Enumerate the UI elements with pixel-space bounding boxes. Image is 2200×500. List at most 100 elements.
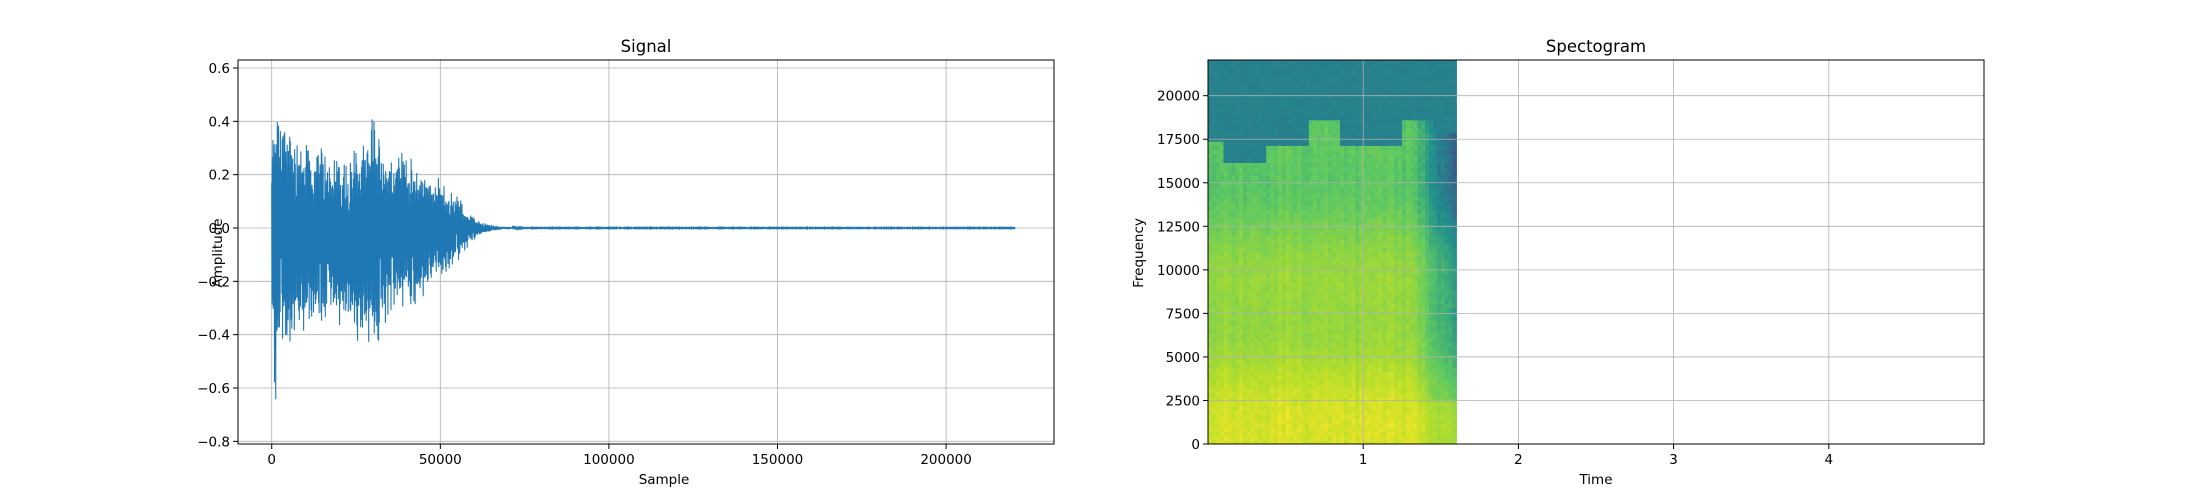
spectrogram-cell: [1215, 418, 1221, 424]
spectrogram-cell: [1211, 124, 1217, 129]
spectrogram-cell: [1336, 439, 1341, 444]
spectrogram-cell: [1332, 217, 1337, 223]
spectrogram-cell: [1289, 388, 1294, 394]
spectrogram-cell: [1246, 281, 1252, 287]
spectrogram-cell: [1351, 179, 1357, 185]
spectrogram-cell: [1417, 435, 1422, 441]
spectrogram-cell: [1289, 166, 1294, 172]
spectrogram-cell: [1227, 64, 1232, 70]
spectrogram-cell: [1254, 260, 1260, 266]
spectrogram-cell: [1320, 298, 1325, 304]
spectrogram-cell: [1235, 409, 1240, 415]
spectrogram-cell: [1343, 350, 1349, 355]
spectrogram-cell: [1262, 247, 1267, 253]
spectrogram-cell: [1208, 320, 1213, 326]
spectrogram-cell: [1332, 431, 1337, 437]
spectrogram-cell: [1378, 435, 1384, 441]
spectrogram-cell: [1378, 392, 1384, 398]
spectrogram-cell: [1405, 290, 1411, 296]
spectrogram-cell: [1374, 341, 1380, 347]
spectrogram-cell: [1386, 397, 1391, 402]
spectrogram-cell: [1320, 111, 1325, 117]
spectrogram-cell: [1367, 149, 1372, 155]
spectrogram-cell: [1273, 141, 1279, 146]
spectrogram-cell: [1382, 328, 1388, 334]
spectrogram-cell: [1336, 119, 1341, 125]
spectrogram-cell: [1227, 311, 1232, 317]
spectrogram-cell: [1281, 217, 1287, 223]
spectrogram-cell: [1378, 175, 1384, 181]
spectrogram-cell: [1390, 320, 1395, 326]
spectrogram-cell: [1308, 435, 1314, 441]
spectrogram-cell: [1242, 234, 1248, 240]
spectrogram-cell: [1308, 153, 1314, 159]
spectrogram-cell: [1277, 290, 1283, 296]
spectrogram-cell: [1273, 192, 1279, 198]
spectrogram-cell: [1355, 175, 1360, 181]
spectrogram-cell: [1223, 170, 1228, 176]
spectrogram-cell: [1285, 128, 1291, 134]
spectrogram-cell: [1367, 414, 1372, 419]
spectrogram-cell: [1363, 341, 1368, 347]
spectrogram-cell: [1316, 183, 1322, 189]
spectrogram-cell: [1262, 431, 1267, 437]
spectrogram-cell: [1405, 341, 1411, 347]
spectrogram-cell: [1266, 234, 1271, 240]
spectrogram-cell: [1254, 298, 1260, 304]
spectrogram-cell: [1320, 286, 1325, 291]
spectrogram-cell: [1355, 375, 1360, 381]
spectrogram-cell: [1289, 209, 1294, 215]
spectrogram-cell: [1208, 439, 1213, 444]
spectrogram-cell: [1324, 341, 1329, 347]
spectrogram-cell: [1363, 303, 1368, 309]
spectrogram-cell: [1363, 362, 1368, 368]
spectrogram-cell: [1328, 281, 1333, 287]
spectrogram-cell: [1394, 350, 1399, 355]
spectrogram-cell: [1305, 141, 1310, 146]
spectrogram-cell: [1336, 260, 1341, 266]
spectrogram-cell: [1231, 89, 1236, 95]
spectrogram-cell: [1417, 252, 1422, 257]
spectrogram-cell: [1281, 350, 1287, 355]
spectrogram-cell: [1293, 124, 1298, 129]
spectrogram-cell: [1246, 401, 1252, 407]
spectrogram-cell: [1277, 256, 1283, 262]
spectrogram-cell: [1239, 205, 1244, 210]
spectrogram-cell: [1343, 102, 1349, 108]
spectrogram-cell: [1219, 341, 1225, 347]
spectrogram-cell: [1370, 328, 1376, 334]
spectrogram-cell: [1258, 115, 1263, 121]
spectrogram-cell: [1305, 367, 1310, 373]
spectrogram-cell: [1227, 175, 1232, 181]
spectrogram-cell: [1351, 68, 1357, 74]
spectrogram-cell: [1324, 106, 1329, 112]
spectrogram-cell: [1367, 371, 1372, 377]
spectrogram-cell: [1254, 175, 1260, 181]
spectrogram-cell: [1363, 132, 1368, 138]
spectrogram-cell: [1215, 367, 1221, 373]
spectrogram-cell: [1394, 68, 1399, 74]
spectrogram-cell: [1405, 380, 1411, 385]
spectrogram-cell: [1343, 141, 1349, 146]
spectrogram-cell: [1293, 205, 1298, 210]
spectrogram-cell: [1417, 226, 1422, 232]
spectrogram-cell: [1402, 230, 1407, 236]
spectrogram-cell: [1336, 345, 1341, 351]
spectrogram-cell: [1266, 230, 1271, 236]
spectrogram-cell: [1281, 367, 1287, 373]
spectrogram-cell: [1242, 183, 1248, 189]
spectrogram-cell: [1277, 85, 1283, 91]
spectrogram-cell: [1405, 106, 1411, 112]
spectrogram-cell: [1231, 111, 1236, 117]
spectrogram-cell: [1378, 281, 1384, 287]
spectrogram-cell: [1336, 102, 1341, 108]
spectrogram-cell: [1270, 247, 1275, 253]
spectrogram-cell: [1336, 422, 1341, 428]
spectrogram-cell: [1405, 145, 1411, 151]
spectrogram-cell: [1320, 85, 1325, 91]
spectrogram-cell: [1347, 426, 1353, 432]
spectrogram-cell: [1208, 119, 1213, 125]
spectrogram-cell: [1289, 115, 1294, 121]
spectrogram-cell: [1301, 162, 1306, 168]
spectrogram-cell: [1417, 405, 1422, 411]
